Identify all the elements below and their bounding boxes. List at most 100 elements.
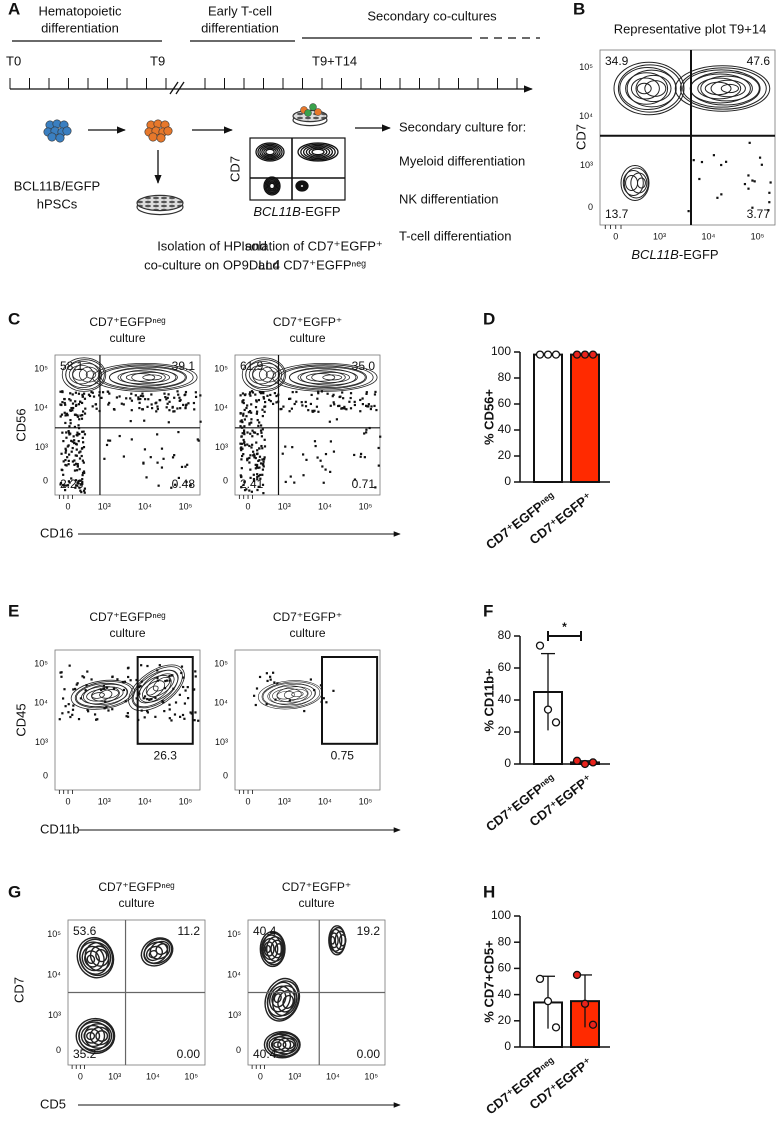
event-dot	[77, 480, 80, 483]
contour	[95, 1030, 109, 1042]
data-point	[572, 970, 582, 980]
event-dot	[64, 403, 67, 406]
event-dot	[163, 709, 166, 713]
event-dot	[242, 453, 245, 456]
event-dot	[77, 433, 80, 436]
event-dot	[115, 396, 119, 399]
event-dot	[61, 468, 64, 472]
contour	[84, 942, 112, 972]
contour	[76, 936, 115, 979]
event-dot	[743, 182, 747, 186]
event-dot	[751, 206, 754, 209]
event-dot	[63, 484, 66, 487]
event-dot	[75, 469, 79, 472]
event-dot	[140, 680, 143, 683]
event-dot	[105, 706, 108, 709]
y-tick-label: 40	[498, 987, 512, 1001]
contour	[273, 1041, 282, 1049]
event-dot	[71, 460, 74, 463]
event-dot	[145, 476, 148, 479]
y-tick-label: 0	[504, 474, 511, 488]
quadrant-value: 0.48	[172, 477, 196, 491]
contour	[268, 1036, 292, 1054]
event-dot	[82, 461, 85, 464]
event-dot	[116, 678, 119, 681]
contour	[720, 83, 739, 94]
event-dot	[73, 469, 77, 472]
y-tick-label: 0	[504, 1039, 511, 1053]
event-dot	[82, 470, 86, 473]
event-dot	[76, 434, 79, 437]
y-tick-label: 80	[498, 370, 512, 384]
event-dot	[164, 679, 167, 683]
x-tick-label: 10³	[278, 796, 291, 806]
event-dot	[126, 715, 130, 718]
quadrant-value: 35.0	[352, 359, 376, 373]
label: T9+T14	[312, 53, 357, 68]
contour	[261, 681, 321, 708]
event-dot	[100, 396, 103, 399]
event-dot	[192, 401, 196, 405]
event-dot	[258, 455, 262, 458]
contour	[280, 365, 367, 390]
event-dot	[264, 405, 267, 408]
event-dot	[61, 431, 64, 434]
event-dot	[86, 670, 89, 673]
event-dot	[122, 455, 125, 458]
x-tick-label: 10⁴	[318, 796, 332, 806]
quadrant-value: 13.7	[605, 207, 629, 221]
event-dot	[81, 393, 84, 396]
event-dot	[329, 470, 332, 473]
event-dot	[242, 401, 245, 405]
event-dot	[194, 670, 197, 673]
quadrant-value: 40.4	[253, 924, 277, 938]
x-tick-label: 0	[246, 796, 251, 806]
contour	[269, 985, 291, 1013]
event-dot	[262, 396, 265, 399]
event-dot	[66, 445, 69, 448]
y-tick-label: 0	[43, 770, 48, 780]
event-dot	[80, 417, 84, 420]
contour	[85, 370, 97, 379]
event-dot	[257, 485, 260, 488]
contour	[261, 146, 279, 158]
event-dot	[61, 390, 64, 394]
gate-value: 26.3	[154, 749, 178, 763]
event-dot	[255, 400, 258, 403]
event-dot	[257, 398, 261, 402]
event-dot	[166, 402, 169, 405]
event-dot	[250, 418, 253, 421]
event-dot	[96, 718, 99, 721]
event-dot	[365, 431, 368, 434]
event-dot	[304, 405, 308, 408]
y-tick-label: 10⁵	[214, 658, 228, 668]
event-dot	[120, 402, 123, 405]
event-dot	[272, 671, 275, 674]
event-dot	[257, 424, 260, 427]
event-dot	[249, 454, 252, 457]
event-dot	[71, 393, 74, 396]
event-dot	[240, 475, 243, 478]
event-dot	[261, 483, 265, 486]
event-dot	[83, 487, 87, 490]
event-dot	[332, 401, 335, 404]
axis-label: CD7	[11, 977, 26, 1003]
event-dot	[255, 412, 258, 415]
event-dot	[64, 449, 68, 452]
contour	[263, 1030, 301, 1059]
event-dot	[81, 481, 84, 484]
axis-label: BCL11B-EGFP	[631, 247, 718, 262]
event-dot	[129, 419, 132, 423]
event-dot	[123, 680, 127, 683]
event-dot	[69, 392, 72, 395]
event-dot	[75, 448, 78, 451]
contour	[86, 689, 113, 702]
event-dot	[74, 400, 77, 403]
contour	[89, 1026, 111, 1046]
event-dot	[81, 410, 85, 413]
y-tick-label: 80	[498, 934, 512, 948]
event-dot	[64, 705, 67, 708]
event-dot	[75, 454, 78, 457]
axis-label: CD5	[40, 1096, 66, 1111]
event-dot	[65, 436, 68, 439]
